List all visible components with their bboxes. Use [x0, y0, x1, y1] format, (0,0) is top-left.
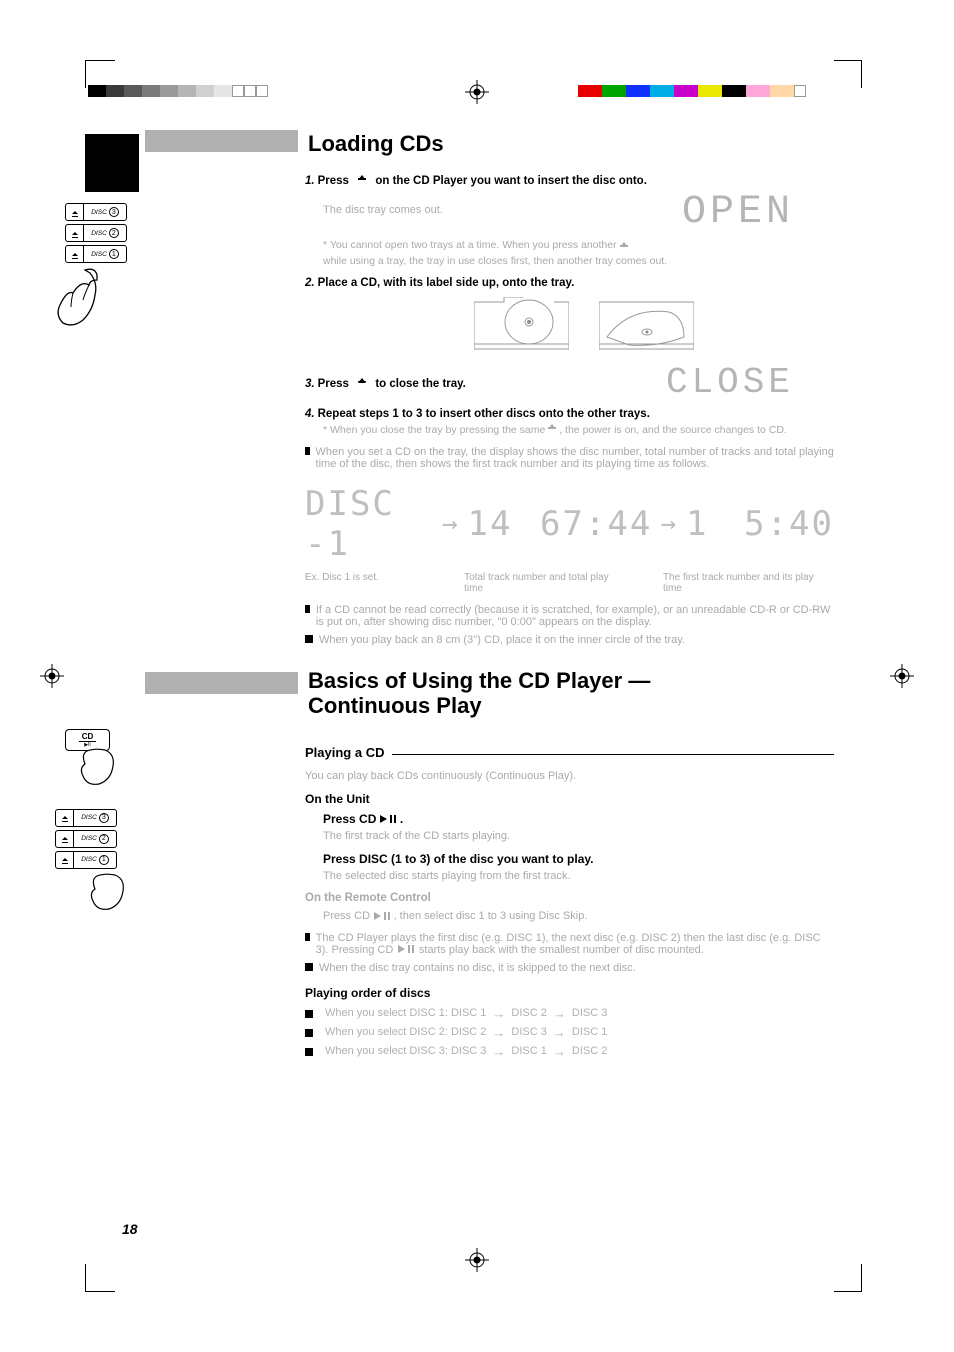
registration-mark-icon	[40, 664, 64, 688]
seg-caption: Total track number and total play time	[464, 572, 623, 594]
playing-order-heading: Playing order of discs	[305, 986, 834, 1000]
press-cd-sub: The first track of the CD starts playing…	[323, 830, 834, 842]
info-paragraph: When you set a CD on the tray, the displ…	[305, 446, 834, 470]
step-1-sub: The disc tray comes out.	[323, 204, 443, 216]
step-1-note-b: while using a tray, the tray in use clos…	[323, 255, 834, 267]
on-the-unit-label: On the Unit	[305, 792, 834, 806]
eject-icon	[358, 377, 366, 389]
disc-buttons-illustration: DISC 3 DISC 2 DISC 1	[35, 809, 145, 919]
registration-mark-icon	[465, 80, 489, 104]
heading-accent-bar	[145, 672, 298, 694]
press-disc-sub: The selected disc starts playing from th…	[323, 870, 834, 882]
color-calibration-bar	[578, 85, 806, 97]
grayscale-calibration-bar	[88, 85, 268, 97]
step-1: 1. Press on the CD Player you want to in…	[305, 175, 834, 187]
seg-caption: The first track number and its play time	[663, 572, 834, 594]
playback-note-2: When the disc tray contains no disc, it …	[305, 962, 834, 974]
disc-buttons-illustration: DISC 3 DISC 2 DISC 1	[35, 203, 145, 333]
pointing-hand-icon	[75, 746, 145, 794]
pointing-hand-icon	[45, 265, 145, 333]
playing-intro: You can play back CDs continuously (Cont…	[305, 770, 834, 782]
crop-mark	[834, 1264, 862, 1292]
info-bullet-2: When you play back an 8 cm (3'') CD, pla…	[305, 634, 834, 646]
eject-icon	[358, 174, 366, 186]
crop-mark	[85, 1264, 115, 1292]
registration-mark-icon	[890, 664, 914, 688]
press-cd-remote: Press CD , then select disc 1 to 3 using…	[323, 910, 834, 922]
lcd-open-display: OPEN	[682, 190, 794, 235]
on-remote-label: On the Remote Control	[305, 892, 834, 904]
crop-mark	[834, 60, 862, 88]
segment-display-readout: DISC -1 → 14 67:44 → 1 5:40	[305, 484, 834, 564]
lcd-close-display: CLOSE	[666, 362, 794, 403]
info-bullet-1: If a CD cannot be read correctly (becaus…	[305, 604, 834, 628]
section-heading: Loading CDs	[308, 131, 444, 157]
step-1-note: * You cannot open two trays at a time. W…	[323, 239, 834, 251]
page-number: 18	[122, 1221, 138, 1237]
registration-mark-icon	[465, 1248, 489, 1272]
pointing-hand-icon	[85, 871, 145, 919]
playing-a-cd-heading: Playing a CD	[305, 737, 834, 766]
cd-tray-illustration: Correct	[305, 297, 694, 352]
press-disc-instruction: Press DISC (1 to 3) of the disc you want…	[323, 852, 834, 866]
heading-accent-bar	[145, 130, 298, 152]
section-heading: Continuous Play	[308, 693, 650, 718]
section-heading: Basics of Using the CD Player —	[308, 668, 650, 693]
playback-note-1: The CD Player plays the first disc (e.g.…	[305, 932, 834, 956]
crop-mark	[85, 60, 115, 88]
press-cd-instruction: Press CD .	[323, 812, 834, 826]
cd-button-illustration: CD ▶II	[35, 729, 145, 794]
step-3: 3. Press to close the tray.	[305, 378, 466, 390]
playing-order-list: When you select DISC 1: DISC 1→DISC 2→DI…	[305, 1006, 834, 1059]
step-4-sub: * When you close the tray by pressing th…	[323, 424, 834, 436]
step-4: 4. Repeat steps 1 to 3 to insert other d…	[305, 408, 834, 420]
page-tab-marker	[85, 134, 139, 192]
seg-caption: Ex. Disc 1 is set.	[305, 572, 424, 594]
step-2: 2. Place a CD, with its label side up, o…	[305, 277, 834, 289]
